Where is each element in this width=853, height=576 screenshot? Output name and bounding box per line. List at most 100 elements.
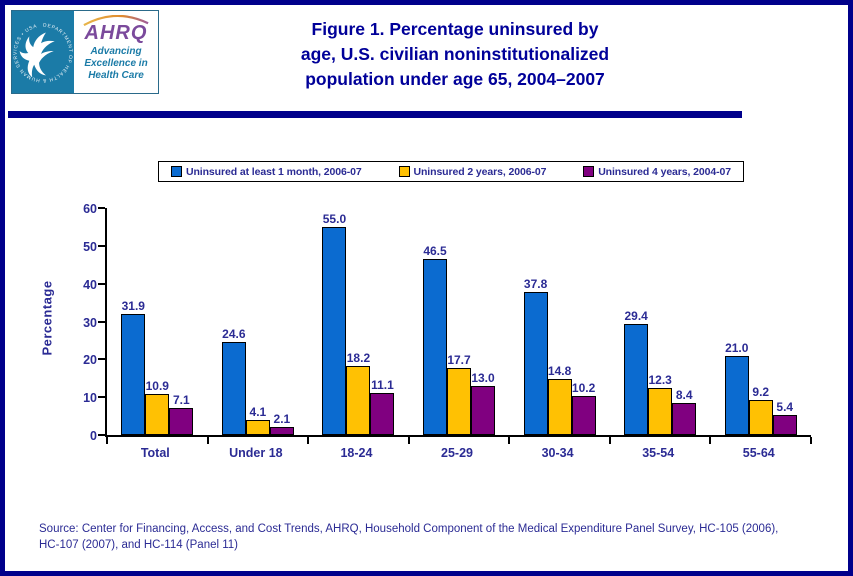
ahrq-wordmark: AHRQ Advancing Excellence in Health Care [74,11,158,93]
y-tick-label: 10 [83,391,97,406]
ahrq-tagline-line: Health Care [88,70,144,81]
legend-item: Uninsured 4 years, 2004-07 [583,166,731,178]
bar-value-label: 29.4 [624,308,648,323]
figure-title-line: age, U.S. civilian noninstitutionalized [300,44,610,64]
x-tick-mark [709,437,712,444]
y-tick-label: 0 [90,429,97,443]
bar-value-label: 5.4 [776,399,794,414]
bar-group: 55.0 18.2 11.1 [308,208,409,435]
bar-value-label: 24.6 [222,326,246,341]
bar: 2.1 [269,412,294,435]
source-line: Source: Center for Financing, Access, an… [39,523,779,535]
x-tick-mark [508,437,511,444]
legend-item-label: Uninsured 2 years, 2006-07 [413,165,547,178]
header-divider [8,111,742,118]
y-tick-label: 60 [83,202,97,216]
ahrq-tagline-line: Advancing [90,46,142,57]
bar-value-label: 12.3 [648,373,672,388]
bar-value-label: 21.0 [725,340,749,355]
legend-swatch-icon [583,166,595,177]
legend-item-label: Uninsured at least 1 month, 2006-07 [186,165,362,178]
bar-value-label: 14.8 [547,364,572,379]
bar: 11.1 [370,378,395,435]
bar-value-label: 9.2 [752,385,770,400]
hhs-eagle-icon [19,32,55,78]
bar-group: 24.6 4.1 2.1 [208,208,309,435]
x-tick-mark [810,437,812,444]
y-tick-label: 30 [83,315,97,330]
x-tick-mark [106,437,108,444]
x-axis-category-label: 25-29 [441,446,474,460]
x-axis-category-label: 35-54 [642,446,675,460]
x-axis-category-label: 55-64 [742,446,775,460]
bar: 4.1 [245,405,270,435]
x-axis-category-label: Under 18 [229,446,283,460]
figure-title-line: Figure 1. Percentage uninsured by [311,19,599,39]
bar: 17.7 [447,353,472,435]
bar: 7.1 [169,393,194,435]
bar-value-label: 46.5 [423,244,447,259]
bar: 13.0 [471,371,496,435]
ahrq-tagline: Advancing Excellence in Health Care [84,46,147,82]
ahrq-swoosh-icon [83,15,149,26]
bar: 24.6 [221,327,246,435]
bar: 12.3 [648,373,673,435]
bar-value-label: 31.9 [121,299,145,314]
x-axis-category-label: Total [140,446,170,460]
x-tick-mark [206,437,209,444]
bar: 31.9 [121,299,146,435]
bar-group: 31.9 10.9 7.1 [107,208,208,435]
x-axis-category-label: 18-24 [340,446,373,460]
figure-title-line: population under age 65, 2004–2007 [305,69,605,89]
bar: 10.2 [571,381,596,435]
bar: 46.5 [423,244,448,435]
y-axis-ticks: 0 10 20 30 40 50 60 [63,202,97,443]
x-axis-category-label: 30-34 [541,446,574,460]
y-tick-mark [98,396,105,399]
y-tick-mark [98,207,105,209]
bar: 10.9 [145,379,170,435]
bar: 21.0 [724,341,749,435]
chart-plot-area: 31.9 10.9 7.1 24.6 4.1 2.1 55.0 18.2 11.1 46.5 17.… [98,207,812,444]
y-tick-mark [98,358,105,361]
bar: 8.4 [672,388,697,435]
bar: 18.2 [346,351,371,435]
bar-value-label: 37.8 [523,277,548,291]
y-tick-mark [98,320,105,323]
bar-value-label: 7.1 [172,393,190,408]
y-tick-label: 40 [83,277,97,292]
chart-legend: Uninsured at least 1 month, 2006-07 Unins… [158,161,744,182]
bar-value-label: 17.7 [447,353,471,368]
legend-item: Uninsured 2 years, 2006-07 [398,165,547,178]
bar-value-label: 4.1 [249,404,267,419]
bar: 9.2 [748,385,773,435]
y-tick-label: 50 [83,239,97,254]
bar-value-label: 10.2 [571,381,596,396]
bar-value-label: 18.2 [346,351,371,366]
x-tick-mark [407,437,410,444]
bar-value-label: 55.0 [322,211,347,226]
bar-value-label: 13.0 [471,370,495,385]
y-tick-mark [98,244,105,247]
x-axis-labels: Total Under 18 18-24 25-29 30-34 35-54 55-64 [105,446,809,460]
x-tick-mark [307,437,310,444]
legend-swatch-icon [398,166,410,177]
ahrq-acronym: AHRQ [84,22,148,44]
y-axis-label: Percentage [39,280,55,356]
bar-group: 46.5 17.7 13.0 [409,208,510,435]
bar: 5.4 [772,400,797,435]
ahrq-logo: DEPARTMENT OF HEALTH & HUMAN SERVICES • … [11,10,159,94]
legend-swatch-icon [171,166,182,177]
legend-item: Uninsured at least 1 month, 2006-07 [171,166,362,178]
bar-group: 21.0 9.2 5.4 [710,208,811,435]
bar-value-label: 8.4 [675,388,693,403]
y-tick-mark [98,434,105,436]
hhs-seal-icon: DEPARTMENT OF HEALTH & HUMAN SERVICES • … [12,11,74,93]
bar: 37.8 [523,277,548,435]
bar-group: 29.4 12.3 8.4 [610,208,711,435]
bar-value-label: 10.9 [145,378,169,393]
source-line: HC-107 (2007), and HC-114 (Panel 11) [39,539,239,551]
legend-item-label: Uninsured 4 years, 2004-07 [598,165,731,178]
bar: 55.0 [322,212,347,435]
